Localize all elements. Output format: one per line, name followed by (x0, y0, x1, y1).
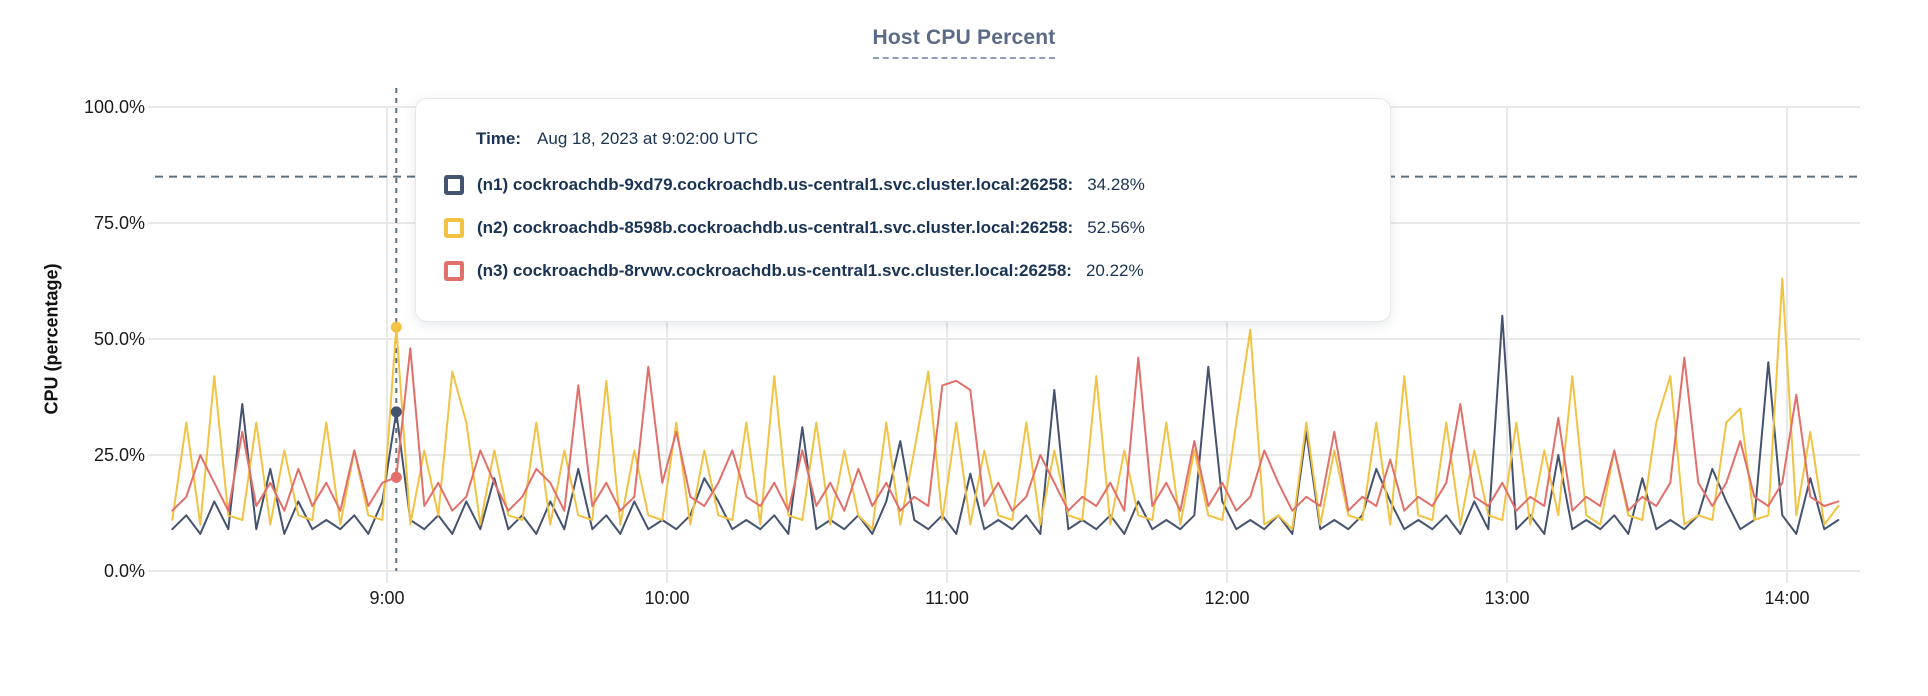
tooltip-time-label: Time: (476, 129, 522, 148)
chart-tooltip: Time: Aug 18, 2023 at 9:02:00 UTC (n1) co… (415, 98, 1391, 322)
y-tick-label-0: 0.0% (103, 561, 145, 581)
series-line-n2 (171, 277, 1840, 531)
tooltip-series-row-n1: (n1) cockroachdb-9xd79.cockroachdb.us-ce… (444, 163, 1360, 206)
hover-dot-n3 (390, 471, 402, 483)
y-tick-label-25: 25.0% (93, 445, 145, 465)
tooltip-time-row: Time: Aug 18, 2023 at 9:02:00 UTC (476, 127, 1360, 151)
tooltip-series-label-n3: (n3) cockroachdb-8rvwv.cockroachdb.us-ce… (477, 260, 1072, 280)
x-tick-label-11: 11:00 (925, 588, 969, 608)
series-swatch-n2-icon (444, 217, 464, 238)
tooltip-series-row-n2: (n2) cockroachdb-8598b.cockroachdb.us-ce… (444, 206, 1360, 249)
hover-dot-n1 (390, 406, 402, 418)
tooltip-series-value-n2: 52.56% (1087, 217, 1145, 237)
x-tick-label-9: 9:00 (369, 588, 405, 608)
x-tick-label-13: 13:00 (1484, 588, 1530, 608)
x-tick-label-12: 12:00 (1204, 588, 1250, 608)
y-tick-label-100: 100.0% (83, 97, 145, 117)
hover-dot-n2 (390, 321, 402, 333)
series-swatch-n3-icon (444, 260, 464, 281)
y-tick-label-75: 75.0% (93, 213, 145, 233)
x-tick-label-14: 14:00 (1764, 588, 1810, 608)
series-swatch-n1-icon (444, 174, 464, 195)
tooltip-series-row-n3: (n3) cockroachdb-8rvwv.cockroachdb.us-ce… (444, 249, 1360, 292)
tooltip-series-label-n1: (n1) cockroachdb-9xd79.cockroachdb.us-ce… (477, 174, 1074, 194)
tooltip-series-value-n3: 20.22% (1085, 260, 1144, 280)
page-title: Host CPU Percent (872, 26, 1056, 59)
tooltip-series-label-n2: (n2) cockroachdb-8598b.cockroachdb.us-ce… (477, 217, 1074, 237)
y-tick-label-50: 50.0% (93, 329, 145, 349)
tooltip-series-value-n1: 34.28% (1087, 174, 1145, 194)
series-line-n1 (171, 314, 1840, 535)
series-line-n3 (171, 347, 1840, 512)
x-tick-label-10: 10:00 (644, 588, 690, 608)
tooltip-time-value: Aug 18, 2023 at 9:02:00 UTC (537, 129, 759, 148)
chart-header: Host CPU Percent (0, 26, 1928, 59)
